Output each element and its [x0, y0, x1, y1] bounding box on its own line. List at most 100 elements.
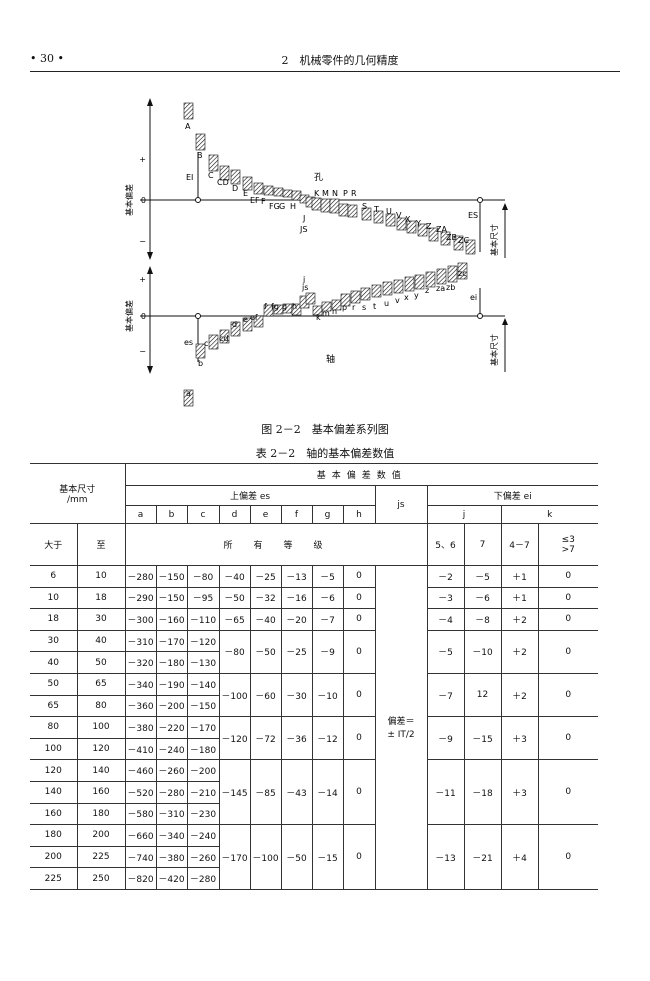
cell-j7: －8	[463, 608, 502, 631]
table-row: 50 65 －340 －190 －140 －100 －60 －30 －10 0 －7 12 ＋2 0	[30, 672, 598, 718]
hole-zone-Z-label: Z	[426, 222, 432, 231]
shaft-zone-v	[393, 279, 404, 294]
shaft-zone-b-label: b	[198, 359, 203, 368]
hole-zone-ZB-label: ZB	[446, 233, 457, 242]
cell-j7: 12	[463, 672, 502, 718]
cell-k47: ＋1	[500, 586, 539, 610]
cell-b: －220	[155, 716, 188, 739]
shaft-zone-z-label: z	[425, 286, 429, 295]
hole-zone-G	[282, 189, 293, 198]
table-row: 80 100 －380 －220 －170 －120 －72 －36 －12 0 －9 －15 ＋3 0	[30, 716, 598, 761]
figure-caption: 图 2－2 基本偏差系列图	[261, 423, 389, 436]
shaft-zone-g-label: g	[282, 302, 287, 311]
es-label: ES	[468, 211, 478, 220]
shaft-zone-zb-label: zb	[446, 283, 455, 292]
cell-k47: ＋1	[500, 565, 539, 588]
cell-to: 10	[76, 565, 126, 588]
hole-zone-N	[329, 198, 340, 214]
hole-zone-V	[396, 217, 407, 231]
cell-c: －240	[186, 824, 220, 847]
origin-circle	[195, 197, 201, 203]
shaft-zone-zc	[457, 262, 468, 280]
hole-y-axis-label: 基本偏差	[124, 184, 134, 216]
cell-c: －110	[186, 608, 220, 631]
hole-zone-U-label: U	[386, 207, 392, 216]
hole-zone-T-label: T	[373, 205, 379, 214]
grade-k-4-7: 4－7	[500, 523, 539, 566]
cell-to: 50	[76, 651, 126, 674]
shaft-zone-c	[208, 334, 219, 350]
shaft-zone-u	[382, 281, 393, 296]
cell-g: －15	[311, 824, 344, 890]
size-header-label: 基本尺寸	[59, 485, 96, 495]
arrow-up-icon	[147, 266, 153, 274]
col-j: j	[426, 505, 502, 524]
shaft-zone-za-label: za	[436, 284, 445, 293]
cell-h: 0	[342, 672, 376, 718]
table-row: 140 160 －520 －280 －210	[30, 780, 598, 804]
running-header: • 30 • 2 机械零件的几何精度	[30, 50, 600, 70]
cell-j56: －11	[426, 759, 465, 826]
cell-to: 80	[76, 694, 126, 718]
shaft-zone-z	[425, 271, 436, 288]
cell-j56: －7	[426, 672, 465, 718]
cell-b: －170	[155, 629, 188, 653]
cell-c: －230	[186, 802, 219, 826]
cell-d: －145	[218, 759, 251, 826]
shaft-zone-u-label: u	[384, 299, 389, 308]
cell-e: －60	[249, 672, 282, 718]
hole-zone-M	[320, 198, 331, 213]
plus-sign: +	[139, 155, 146, 164]
origin-circle	[477, 313, 483, 319]
cell-j56: －5	[426, 629, 465, 674]
cell-e: －50	[249, 629, 282, 674]
cell-over: 50	[30, 672, 78, 696]
shaft-zone-m	[321, 301, 332, 312]
column-letters-row: a b c d e f g h j k	[30, 505, 598, 524]
cell-b: －160	[155, 608, 188, 631]
chapter-title: 2 机械零件的几何精度	[281, 54, 399, 67]
shaft-zone-v-label: v	[395, 296, 400, 305]
hole-zone-X-label: X	[405, 215, 411, 224]
shaft-zone-h	[291, 303, 302, 316]
cell-to: 250	[76, 867, 126, 890]
shaft-zone-r	[350, 290, 361, 304]
col-h: h	[342, 505, 376, 524]
hole-zone-E	[242, 176, 253, 191]
shaft-zone-r-label: r	[352, 303, 356, 312]
cell-d: －100	[218, 672, 251, 718]
shaft-y-axis-label: 基本偏差	[124, 300, 134, 332]
hole-zone-A	[183, 102, 194, 120]
cell-a: －290	[124, 586, 157, 610]
shaft-zone-t-label: t	[373, 302, 376, 311]
cell-a: －340	[124, 672, 157, 696]
cell-a: －740	[124, 845, 157, 869]
shaft-zone-za	[436, 268, 447, 285]
hole-zone-ZB	[453, 235, 464, 251]
cell-c: －210	[186, 780, 219, 804]
shaft-zone-cd-label: cd	[219, 334, 228, 343]
hole-zone-J-label: J	[302, 214, 305, 223]
cell-j56: －3	[426, 586, 465, 610]
cell-b: －340	[155, 824, 188, 847]
hole-zone-G-label: G	[279, 202, 285, 211]
hole-zone-C-label: C	[208, 171, 214, 180]
cell-over: 140	[30, 780, 78, 804]
table-row: 40 50 －320 －180 －130	[30, 651, 598, 674]
header-rule	[30, 71, 620, 72]
cell-f: －13	[280, 565, 313, 588]
hole-zone-C	[208, 154, 219, 172]
shaft-zone-s	[360, 287, 371, 301]
cell-k3: 0	[537, 608, 598, 631]
hole-size-label: 基本尺寸	[489, 224, 499, 256]
cell-a: －360	[124, 694, 157, 718]
plus-sign: +	[139, 275, 146, 284]
table-row: 120 140 －460 －260 －200 －145 －85 －43 －14 0 －11 －18 ＋3…	[30, 759, 598, 826]
cell-c: －280	[186, 867, 219, 890]
js-value-line1: 偏差＝	[387, 717, 415, 728]
cell-c: －170	[186, 716, 220, 739]
cell-k3: 0	[537, 629, 598, 674]
grade-k-le3: ≤3	[561, 534, 575, 545]
